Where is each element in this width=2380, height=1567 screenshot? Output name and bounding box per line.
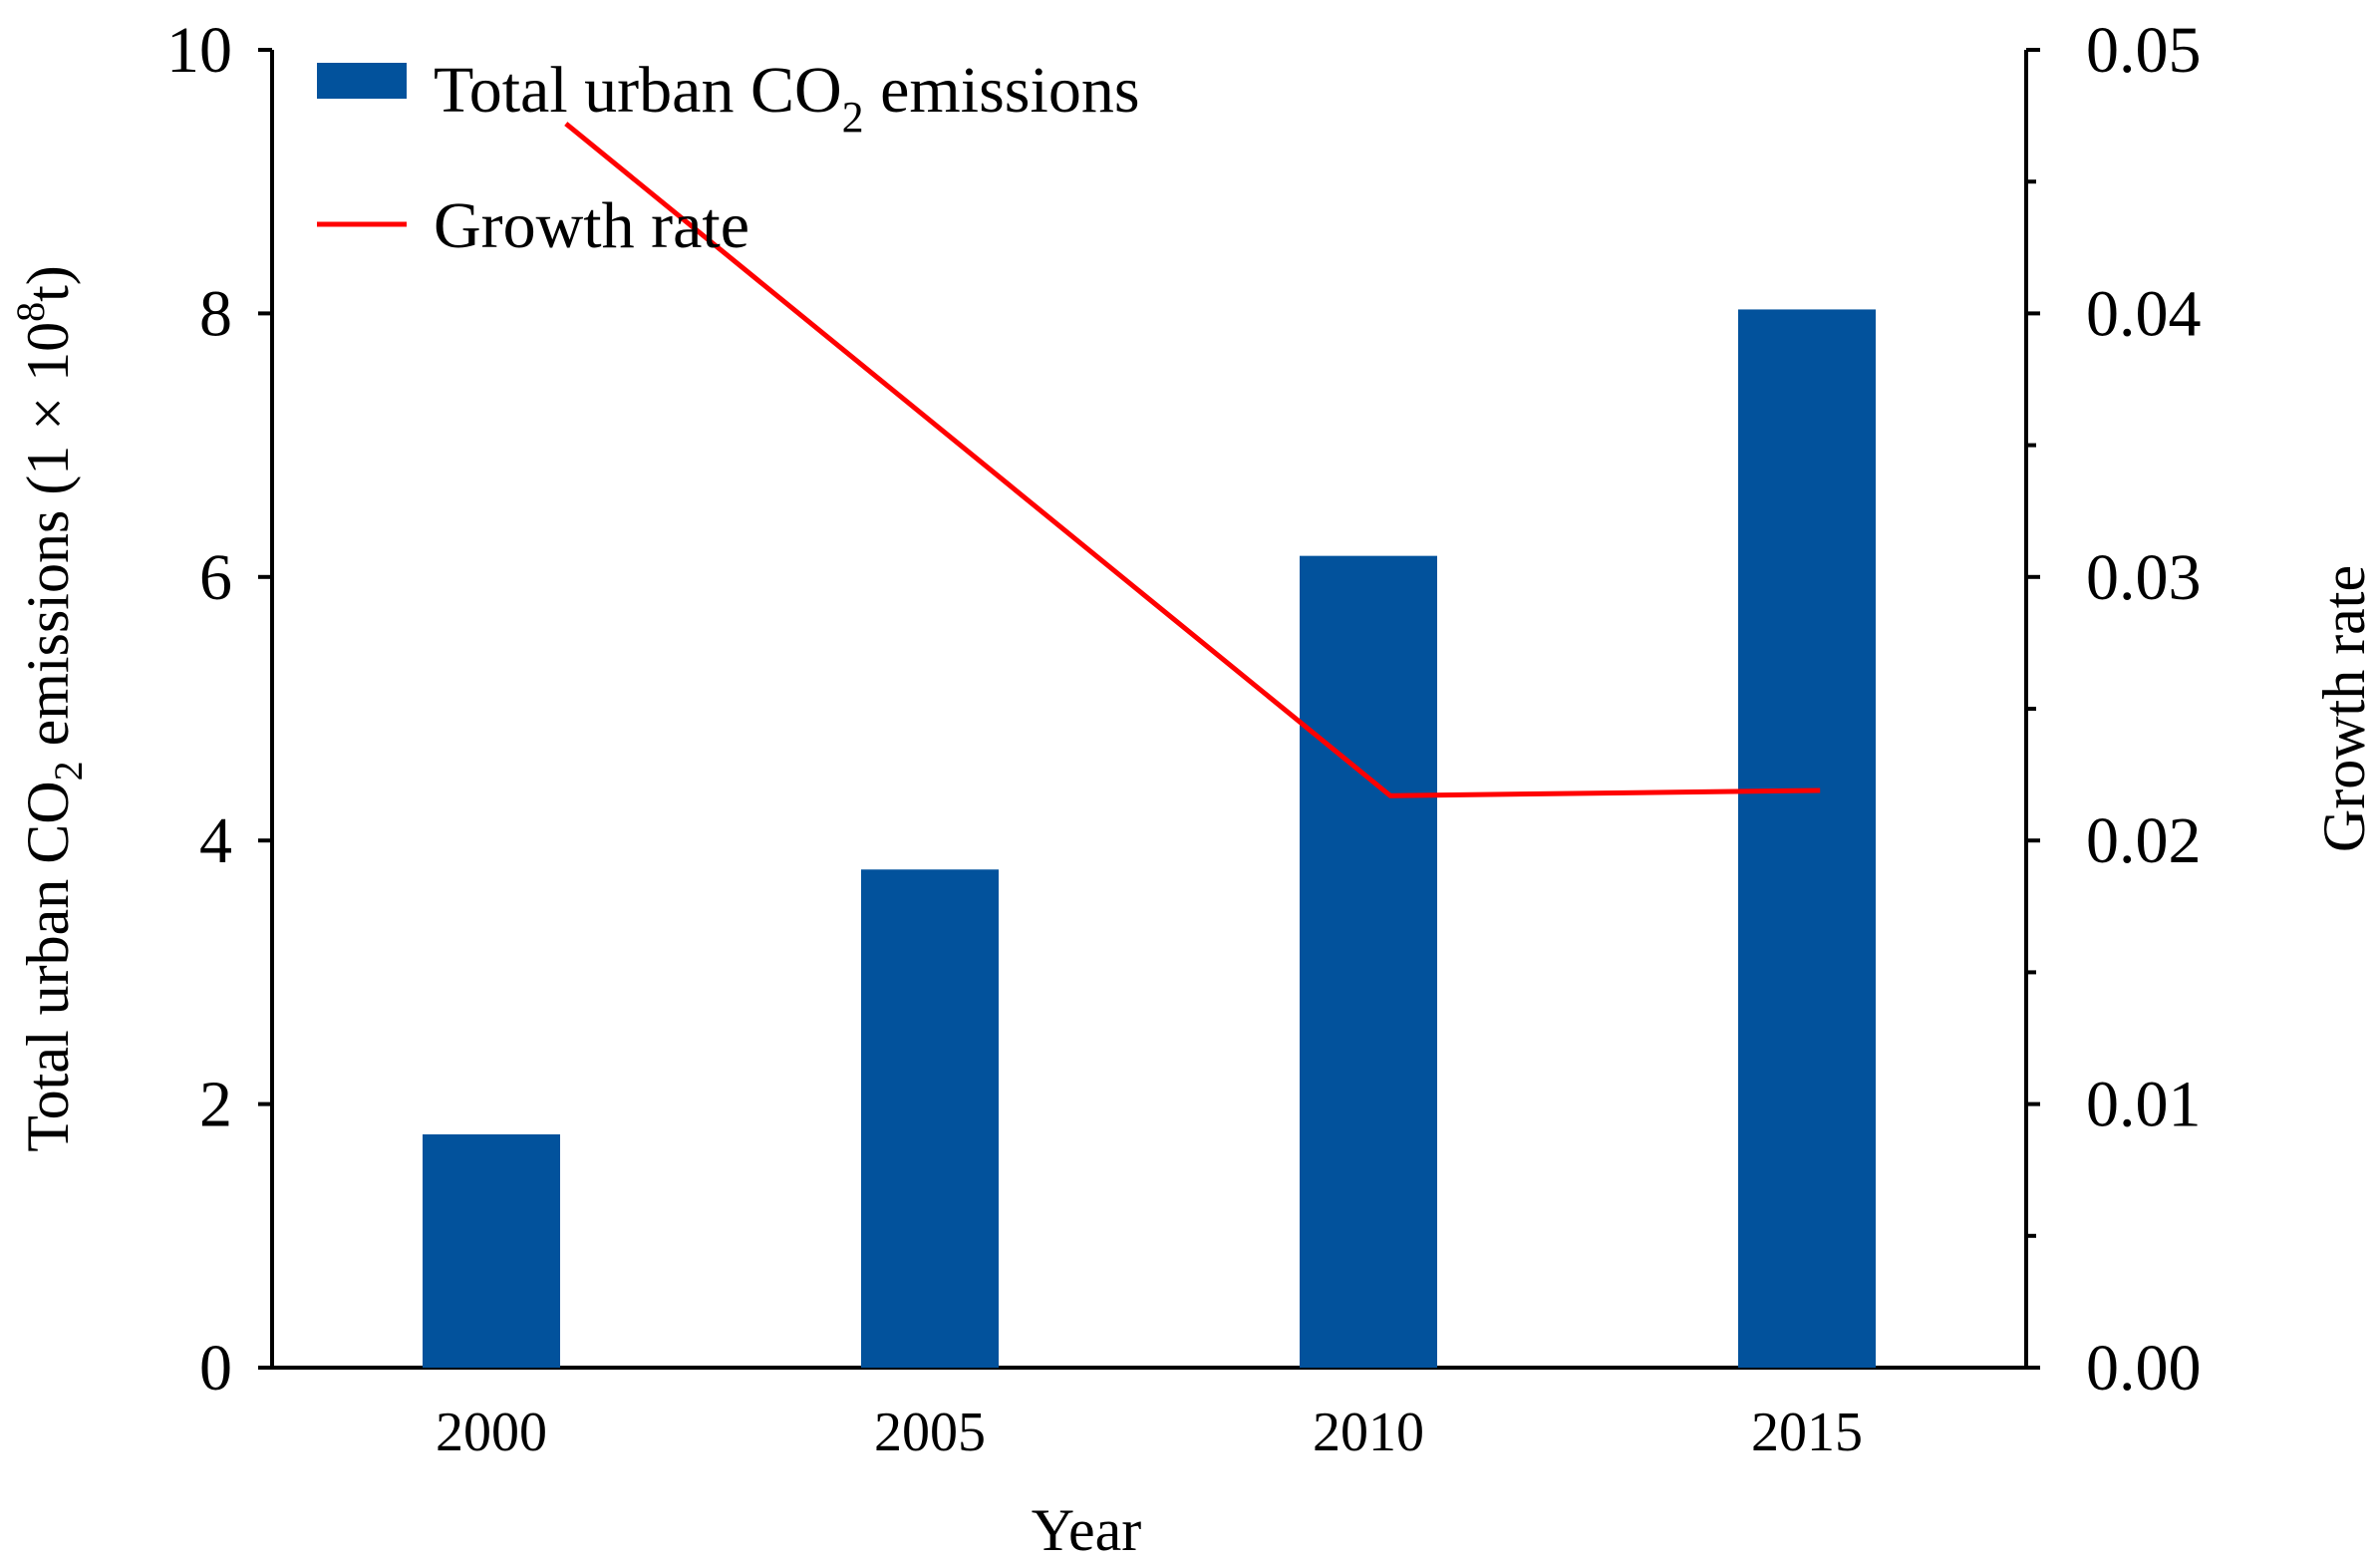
left-y-axis-title-subscript: 2: [46, 761, 91, 781]
right-y-tick-label: 0.05: [2086, 14, 2202, 87]
right-y-tick-label: 0.03: [2086, 541, 2202, 614]
left-y-axis-title-main: Total urban CO: [15, 781, 81, 1151]
left-y-axis-title-end: t): [15, 265, 81, 302]
legend-label-growth-rate: Growth rate: [434, 189, 749, 262]
x-tick-label-2000: 2000: [436, 1402, 547, 1463]
right-y-tick-label: 0.04: [2086, 277, 2202, 350]
right-y-tick-label: 0.01: [2086, 1069, 2202, 1141]
legend-label-emissions: Total urban CO2 emissions: [434, 54, 1140, 142]
left-y-axis-title-tail: emissions (1 × 10: [15, 322, 81, 762]
right-y-tick-label: 0.02: [2086, 804, 2202, 877]
bar-2000: [423, 1134, 560, 1368]
legend-label-emissions-tail: emissions: [864, 54, 1140, 127]
bar-2005: [861, 869, 999, 1368]
line-series: [564, 122, 1821, 798]
left-y-tick-label: 0: [199, 1332, 232, 1405]
legend-swatch-bar: [317, 63, 407, 99]
x-tick-label-2015: 2015: [1751, 1402, 1863, 1463]
left-y-tick-label: 6: [199, 541, 232, 614]
right-y-axis-ticks: 0.00 0.01 0.02 0.03 0.04 0.05: [2026, 14, 2202, 1405]
left-y-axis-title: Total urban CO2 emissions (1 × 108t): [8, 265, 91, 1152]
left-y-tick-label: 2: [199, 1069, 232, 1141]
right-y-tick-label: 0.00: [2086, 1332, 2202, 1405]
bar-2015: [1738, 309, 1876, 1369]
bar-2010: [1300, 555, 1437, 1368]
left-y-axis-title-superscript: 8: [8, 302, 53, 322]
left-y-tick-label: 4: [199, 804, 232, 877]
left-y-tick-label: 10: [166, 14, 232, 87]
bar-series: [423, 309, 1876, 1369]
left-y-tick-label: 8: [199, 277, 232, 350]
left-y-axis-ticks: 0 2 4 6 8 10: [166, 14, 272, 1405]
legend: Total urban CO2 emissions Growth rate: [317, 54, 1140, 262]
right-y-axis-title: Growth rate: [2311, 565, 2377, 852]
x-tick-label-2010: 2010: [1313, 1402, 1424, 1463]
x-tick-label-2005: 2005: [874, 1402, 986, 1463]
legend-label-emissions-subscript: 2: [842, 93, 864, 142]
growth-rate-line: [564, 122, 1821, 798]
x-axis-category-labels: 2000 2005 2010 2015: [436, 1402, 1863, 1463]
x-axis-title: Year: [1032, 1497, 1142, 1563]
legend-label-emissions-main: Total urban CO: [434, 54, 842, 127]
